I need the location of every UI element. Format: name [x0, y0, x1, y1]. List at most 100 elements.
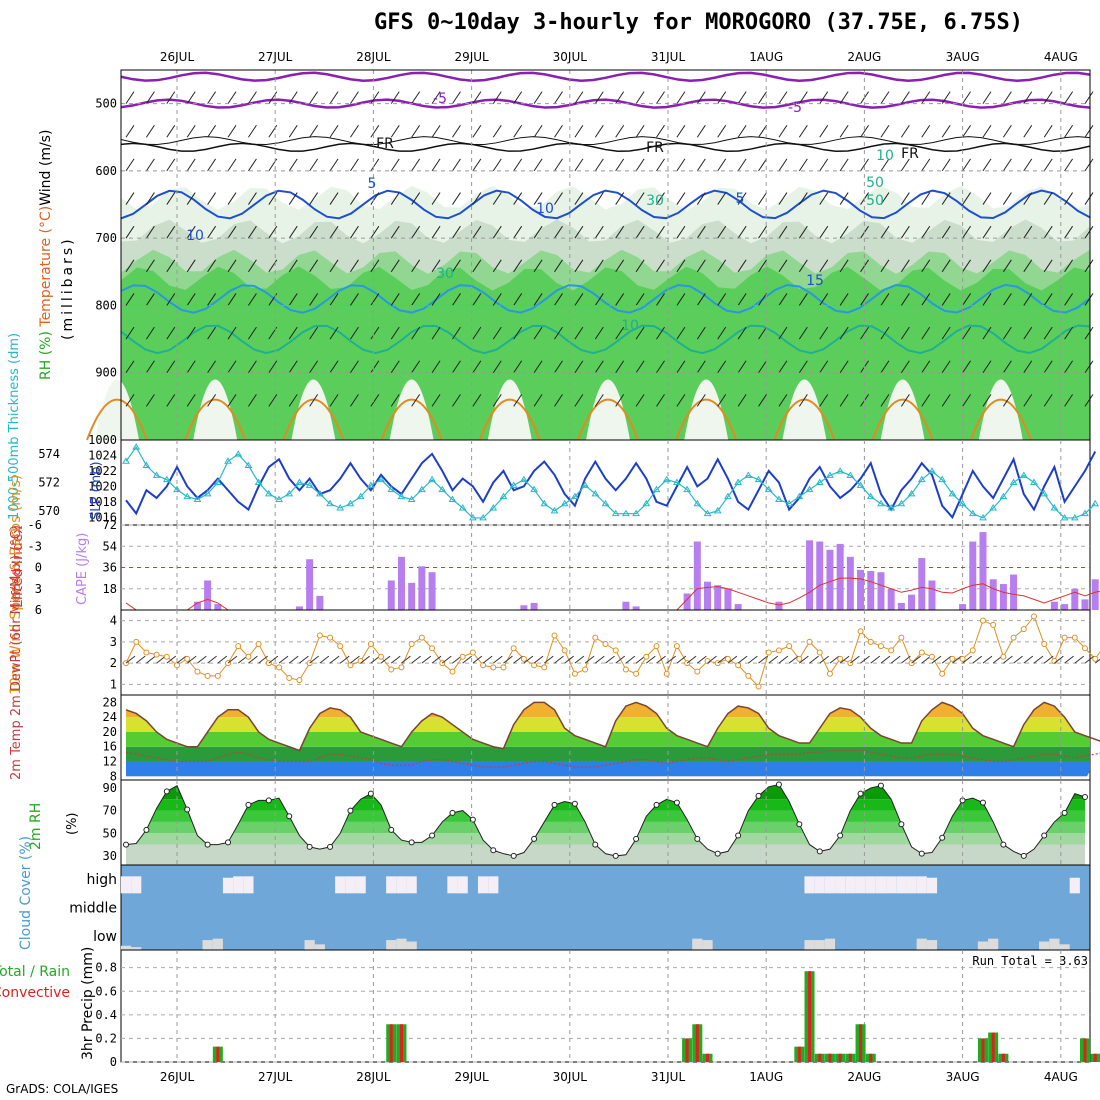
- wind-barb: [166, 192, 176, 205]
- wind-barb: [390, 360, 400, 374]
- wind-barb: [1003, 655, 1013, 664]
- wind-barb: [880, 91, 890, 104]
- wind-barb: [635, 192, 645, 205]
- cloud-bar-high: [804, 876, 815, 894]
- wind-barb: [717, 293, 727, 306]
- precip-convective-bar: [706, 1053, 710, 1062]
- temp-band: [126, 746, 1090, 762]
- wind-barb: [513, 293, 523, 306]
- cape-bar: [1071, 588, 1079, 610]
- wind-barb: [635, 124, 645, 138]
- wind-barb: [1023, 124, 1033, 138]
- wind-barb: [452, 192, 461, 205]
- wind-barb: [513, 158, 523, 172]
- rh-marker: [1082, 794, 1088, 800]
- wind-barb: [839, 259, 849, 273]
- rh-marker: [898, 821, 905, 828]
- wind-barb: [533, 360, 543, 374]
- wind-barb: [788, 655, 799, 664]
- wind-barb: [646, 655, 656, 664]
- wind-barb: [248, 360, 257, 374]
- wind-barb: [839, 394, 849, 407]
- wind-barb: [492, 394, 502, 407]
- rh-panel: 30 50 70 90 2m RH (%): [28, 779, 1091, 866]
- cloud-bar-high: [355, 876, 366, 894]
- cloud-bar-low: [1049, 938, 1060, 950]
- cape-bar: [1081, 599, 1089, 610]
- rh-marker: [1020, 852, 1027, 859]
- cloud-bar-low: [406, 941, 417, 950]
- date-tick-top: 26JUL: [160, 50, 195, 64]
- cloud-bar-high: [386, 876, 397, 894]
- wind-barb: [329, 655, 340, 664]
- wind-barb: [146, 655, 156, 664]
- wind-barb: [798, 326, 808, 340]
- wind-barb: [431, 124, 441, 138]
- thickness-marker: [571, 492, 579, 500]
- wind-barb: [248, 225, 257, 239]
- wind-barb: [1064, 360, 1074, 374]
- wind-speed-marker: [1030, 613, 1037, 620]
- thickness-marker: [213, 478, 222, 485]
- rh-marker: [877, 782, 884, 789]
- rh-marker: [408, 839, 415, 846]
- wind-barb: [931, 655, 942, 664]
- cape-bar: [826, 549, 834, 610]
- contour-line: [120, 142, 1091, 153]
- wind-barb: [574, 394, 584, 407]
- temp-label: 2m Temp 2m DewPt (6hr Min/Max) (°C): [9, 525, 24, 780]
- wind-barb: [370, 326, 380, 340]
- wind-speed-marker: [602, 641, 609, 647]
- wind-barb: [135, 655, 146, 664]
- wind-tick: 4: [110, 614, 117, 628]
- wind-speed-marker: [745, 672, 752, 679]
- wind-barb: [350, 326, 359, 340]
- legend-total: Total / Rain: [0, 964, 70, 980]
- wind-barb: [431, 655, 442, 664]
- wind-barb: [615, 293, 625, 306]
- thickness-marker: [295, 478, 304, 485]
- wind-barb: [309, 91, 319, 104]
- contour-line: [120, 71, 1091, 82]
- temp-band: [126, 761, 1090, 777]
- wind-barb: [594, 394, 604, 407]
- cape-bar: [734, 604, 742, 610]
- cape-bar: [622, 601, 630, 610]
- wind-barb: [350, 91, 359, 104]
- rh-marker: [796, 821, 803, 828]
- wind-barb: [982, 293, 992, 306]
- wind-barb: [615, 158, 625, 172]
- rh-marker: [571, 800, 578, 807]
- precip-frame: [120, 949, 1091, 1063]
- wind-barb: [941, 225, 951, 239]
- wind-barb: [1043, 124, 1053, 138]
- wind-barb: [166, 293, 176, 306]
- wind-speed-marker: [724, 655, 731, 662]
- wind-barb: [1084, 293, 1094, 306]
- wind-barb: [1033, 655, 1044, 664]
- cloud-bar-high: [222, 877, 234, 894]
- cape-tick: 72: [103, 518, 117, 532]
- rh-marker: [123, 841, 129, 848]
- wind-barb: [166, 158, 176, 172]
- wind-barb: [309, 394, 319, 407]
- cloud-bar-low: [824, 938, 836, 950]
- wind-barb: [492, 192, 502, 205]
- wind-barb: [309, 360, 319, 374]
- cloud-bar-high: [896, 876, 907, 894]
- cloud-bar-low: [202, 940, 213, 950]
- wind-barb: [758, 293, 767, 306]
- wind-barb: [686, 655, 697, 664]
- wind-barb: [472, 326, 482, 340]
- cape-bar: [306, 559, 314, 610]
- wind-barb: [839, 293, 849, 306]
- thickness-marker: [1009, 478, 1018, 485]
- wind-barb: [176, 655, 187, 664]
- wind-barb: [452, 124, 461, 138]
- thickness-marker: [264, 489, 273, 497]
- wind-barb: [1043, 91, 1053, 104]
- wind-barb: [125, 124, 135, 138]
- wind-barb: [472, 91, 482, 104]
- thickness-marker: [305, 481, 314, 488]
- wind-barb: [900, 225, 910, 239]
